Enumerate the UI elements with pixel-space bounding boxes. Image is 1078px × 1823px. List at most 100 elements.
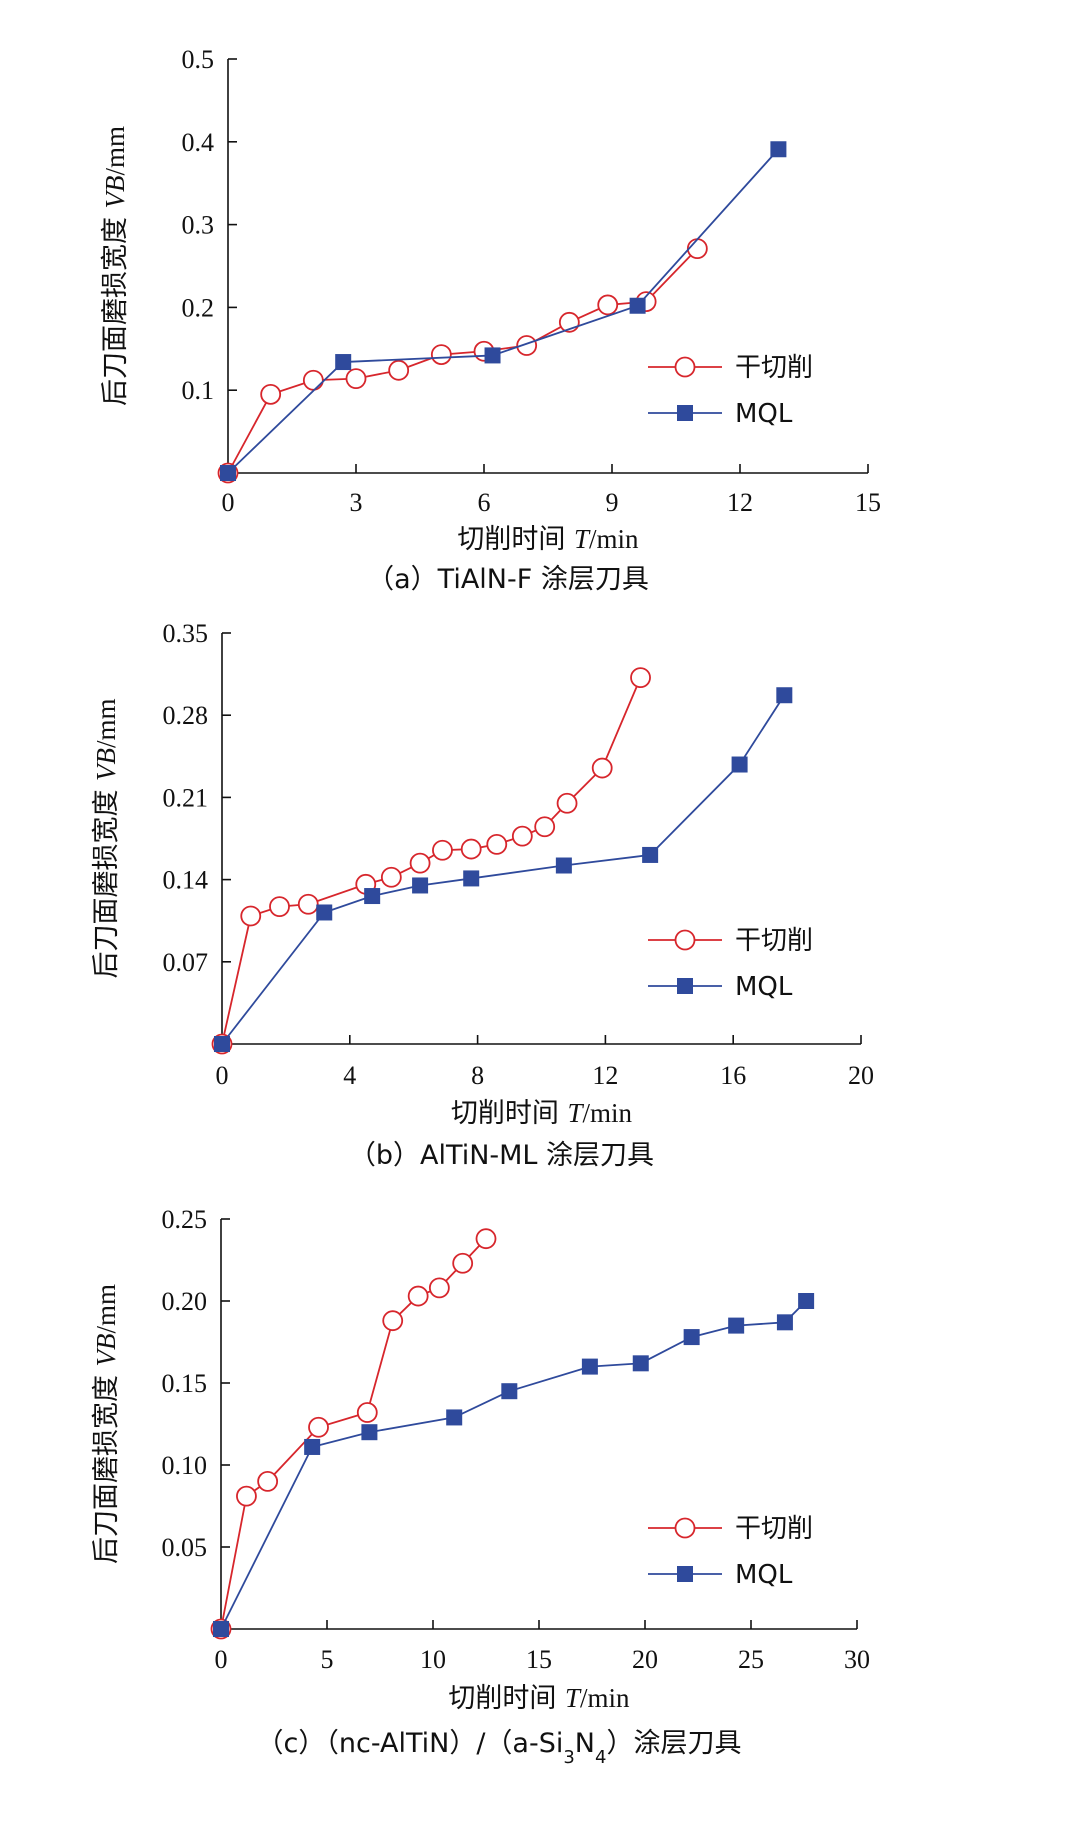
caption-text: N (575, 1728, 595, 1759)
data-point-mql (214, 1036, 230, 1052)
data-point-mql (798, 1293, 815, 1309)
data-point-dry (630, 667, 651, 689)
data-point-dry (591, 757, 613, 779)
data-point-mql (555, 857, 572, 874)
data-point-dry (409, 852, 431, 874)
data-point-dry (460, 838, 482, 860)
data-point-mql (683, 1329, 700, 1346)
x-axis-title-unit: /min (583, 1098, 633, 1128)
data-point-mql (484, 347, 501, 364)
x-tick-label: 12 (727, 488, 753, 517)
data-point-dry (452, 1252, 474, 1274)
legend-label: 干切削 (735, 1514, 813, 1544)
y-tick-label: 0.35 (163, 619, 209, 648)
data-point-dry (432, 839, 453, 861)
data-point-mql (776, 687, 793, 704)
data-point-dry (382, 1310, 404, 1332)
y-axis-title-text: 后刀面磨损宽度 (91, 1366, 122, 1564)
caption-subscript: 4 (595, 1747, 606, 1768)
data-point-dry (302, 369, 324, 391)
y-axis-title-symbol: VB (91, 1333, 121, 1366)
legend-marker (677, 405, 693, 421)
x-tick-label: 15 (855, 488, 881, 517)
x-tick-label: 30 (844, 1645, 870, 1674)
data-point-dry (308, 1416, 329, 1438)
data-point-mql (632, 1355, 649, 1372)
legend-label: MQL (735, 972, 793, 1002)
chart-b: 0.07 0.14 0.21 0.28 0.35 0 4 8 12 16 20 切削时间 T/min 后… (91, 619, 874, 1171)
x-axis-title-symbol: T (565, 1683, 582, 1713)
legend-marker (674, 929, 696, 951)
series-line-dry (227, 247, 698, 474)
chart-c: 0.05 0.10 0.15 0.20 0.25 0 5 10 15 20 25 30 切削时间 T/m… (91, 1205, 870, 1768)
x-tick-label: 20 (632, 1645, 658, 1674)
data-point-dry (556, 792, 578, 814)
data-point-dry (380, 866, 402, 888)
x-tick-label: 8 (471, 1061, 484, 1090)
y-tick-label: 0.15 (162, 1369, 208, 1398)
y-axis-title-symbol: VB (91, 748, 121, 781)
x-tick-label: 9 (606, 488, 619, 517)
legend-marker (674, 1517, 696, 1539)
x-axis-title: 切削时间 T/min (457, 524, 639, 555)
chart-caption: （b）AlTiN-ML 涂层刀具 (349, 1140, 654, 1171)
x-axis-title-text: 切削时间 (448, 1683, 565, 1714)
data-point-mql (335, 354, 352, 371)
y-tick-label: 0.07 (163, 948, 209, 977)
y-axis-title-unit: /mm (91, 1284, 121, 1334)
x-axis-title-symbol: T (568, 1098, 585, 1128)
data-point-dry (430, 344, 452, 365)
y-tick-label: 0.05 (162, 1533, 208, 1562)
data-point-mql (220, 465, 236, 481)
series-line-mql (221, 694, 786, 1045)
legend-marker (677, 978, 693, 994)
legend-marker (674, 356, 696, 378)
data-point-dry (486, 833, 508, 855)
data-point-mql (728, 1317, 745, 1334)
y-tick-label: 0.25 (162, 1205, 208, 1234)
data-point-dry (407, 1285, 429, 1307)
caption-text: ）涂层刀具 (606, 1728, 741, 1759)
data-point-dry (686, 238, 708, 260)
series-line-mql (220, 1300, 807, 1630)
y-axis-title-text: 后刀面磨损宽度 (100, 208, 131, 406)
data-point-dry (269, 896, 290, 918)
x-tick-label: 15 (526, 1645, 552, 1674)
y-tick-label: 0.2 (182, 293, 215, 322)
data-point-dry (260, 383, 282, 405)
x-tick-label: 12 (592, 1061, 618, 1090)
data-point-mql (361, 1424, 378, 1441)
data-point-mql (581, 1358, 598, 1375)
legend-label: 干切削 (735, 926, 813, 956)
data-point-mql (463, 870, 480, 887)
x-tick-label: 10 (420, 1645, 446, 1674)
data-point-mql (731, 756, 748, 773)
caption-subscript: 3 (563, 1747, 574, 1768)
y-axis-title-text: 后刀面磨损宽度 (91, 781, 122, 979)
y-tick-label: 0.28 (163, 701, 209, 730)
x-tick-label: 20 (848, 1061, 874, 1090)
x-axis-title-text: 切削时间 (451, 1098, 568, 1129)
chart-caption: （a）TiAlN-F 涂层刀具 (367, 564, 649, 595)
x-tick-label: 4 (343, 1061, 356, 1090)
y-tick-label: 0.1 (182, 376, 215, 405)
y-tick-label: 0.4 (182, 128, 215, 157)
y-axis-title-symbol: VB (100, 175, 130, 208)
x-tick-label: 5 (321, 1645, 334, 1674)
chart-caption: （c）（nc-AlTiN）/（a-Si3N4）涂层刀具 (257, 1728, 742, 1768)
x-tick-label: 16 (720, 1061, 746, 1090)
x-axis-title: 切削时间 T/min (451, 1098, 633, 1129)
y-axis-title-unit: /mm (100, 126, 130, 176)
x-tick-label: 3 (350, 488, 363, 517)
y-tick-label: 0.10 (162, 1451, 208, 1480)
data-point-dry (297, 893, 319, 915)
data-point-dry (511, 825, 533, 847)
data-point-dry (516, 335, 538, 356)
y-axis-title: 后刀面磨损宽度 VB/mm (100, 126, 131, 406)
data-point-mql (364, 888, 381, 905)
y-tick-label: 0.20 (162, 1287, 208, 1316)
data-point-mql (629, 297, 646, 314)
legend-label: MQL (735, 1560, 793, 1590)
data-point-mql (316, 904, 333, 921)
